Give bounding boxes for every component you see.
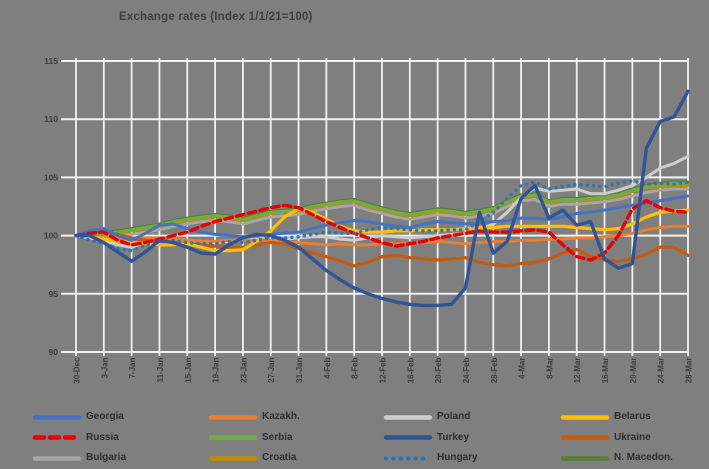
legend-key-n-macedon-icon: [560, 456, 610, 461]
legend-key-turkey-icon: [383, 435, 433, 440]
legend-label: Belarus: [614, 411, 651, 423]
legend-item-ukraine: Ukraine: [560, 428, 673, 449]
x-tick-label: 23-Jan: [239, 357, 248, 382]
legend-key-serbia-icon: [208, 435, 258, 440]
legend-label: Croatia: [262, 452, 297, 464]
x-tick-label: 20-Mar: [629, 358, 638, 384]
legend-item-n-macedon: N. Macedon.: [560, 448, 673, 469]
legend-label: Bulgaria: [86, 452, 127, 464]
legend-key-belarus-icon: [560, 415, 610, 420]
legend-item-kazakh: Kazakh.: [208, 407, 300, 428]
legend-label: Hungary: [437, 452, 478, 464]
legend-label: Turkey: [437, 431, 470, 443]
legend-item-poland: Poland: [383, 407, 478, 428]
legend-key-bulgaria-icon: [32, 456, 82, 461]
legend-item-bulgaria: Bulgaria: [32, 448, 126, 469]
x-axis-labels: 30-Dec 3-Jan 7-Jan 11-Jan 15-Jan 19-Jan 23-Jan…: [73, 357, 694, 384]
x-tick-label: 16-Feb: [406, 357, 415, 383]
y-tick-label: 95: [49, 289, 59, 299]
legend-key-ukraine-icon: [560, 435, 610, 440]
chart-legend: Georgia Russia Bulgaria Kazakh. Serbia Croati…: [0, 407, 709, 469]
x-tick-label: 15-Jan: [184, 357, 193, 382]
legend-label: Ukraine: [614, 431, 651, 443]
legend-item-turkey: Turkey: [383, 428, 478, 449]
legend-item-georgia: Georgia: [32, 407, 126, 428]
chart-title: Exchange rates (Index 1/1/21=100): [119, 11, 313, 23]
legend-column-3: Poland Turkey Hungary: [383, 407, 478, 469]
x-tick-label: 30-Dec: [73, 357, 82, 384]
legend-item-croatia: Croatia: [208, 448, 300, 469]
x-tick-label: 24-Feb: [462, 357, 471, 383]
x-tick-label: 3-Jan: [100, 357, 109, 378]
legend-column-1: Georgia Russia Bulgaria: [32, 407, 126, 469]
y-tick-label: 110: [44, 114, 58, 124]
x-tick-label: 12-Feb: [379, 357, 388, 383]
series-line-turkey: [74, 89, 690, 308]
x-tick-label: 8-Mar: [545, 358, 554, 379]
y-axis-labels: 90 95 100 105 110 115: [44, 56, 58, 357]
x-tick-label: 19-Jan: [212, 357, 221, 382]
x-tick-label: 8-Feb: [351, 357, 360, 378]
legend-column-2: Kazakh. Serbia Croatia: [208, 407, 300, 469]
legend-key-poland-icon: [383, 415, 433, 420]
legend-key-georgia-icon: [32, 415, 82, 420]
x-tick-label: 7-Jan: [128, 357, 137, 378]
legend-key-croatia-icon: [208, 456, 258, 461]
legend-item-russia: Russia: [32, 428, 126, 449]
legend-item-serbia: Serbia: [208, 428, 300, 449]
x-tick-label: 12-Mar: [573, 358, 582, 384]
x-tick-label: 27-Jan: [267, 357, 276, 382]
x-tick-label: 24-Mar: [657, 358, 666, 384]
y-tick-label: 115: [44, 56, 58, 66]
x-tick-label: 28-Mar: [685, 358, 694, 384]
series-line-kazakh: [74, 224, 690, 247]
legend-key-russia-icon: [32, 435, 82, 440]
legend-column-4: Belarus Ukraine N. Macedon.: [560, 407, 673, 469]
x-tick-label: 11-Jan: [156, 357, 165, 382]
legend-key-hungary-icon: [383, 456, 433, 461]
legend-label: Serbia: [262, 431, 293, 443]
series-lines: [74, 89, 690, 308]
x-tick-label: 4-Mar: [518, 358, 527, 379]
legend-label: N. Macedon.: [614, 452, 673, 464]
x-tick-label: 20-Feb: [434, 357, 443, 383]
legend-label: Poland: [437, 411, 471, 423]
series-line-russia: [74, 198, 690, 262]
series-line-serbia: [74, 181, 690, 238]
legend-key-kazakh-icon: [208, 415, 258, 420]
legend-label: Kazakh.: [262, 411, 300, 423]
x-tick-label: 4-Feb: [323, 357, 332, 378]
series-line-georgia: [74, 194, 690, 242]
series-line-hungary: [74, 179, 690, 253]
y-tick-label: 100: [44, 231, 58, 241]
legend-label: Georgia: [86, 411, 124, 423]
legend-label: Russia: [86, 431, 119, 443]
y-tick-label: 90: [49, 347, 59, 357]
x-tick-label: 31-Jan: [295, 357, 304, 382]
x-tick-label: 28-Feb: [490, 357, 499, 383]
exchange-rate-plot: 90 95 100 105 110 115 30-Dec 3-Jan 7-Jan 11-Jan 15…: [44, 56, 694, 384]
legend-item-belarus: Belarus: [560, 407, 673, 428]
gridlines: [61, 58, 689, 356]
y-tick-label: 105: [44, 172, 58, 182]
x-tick-label: 16-Mar: [601, 358, 610, 384]
legend-item-hungary: Hungary: [383, 448, 478, 469]
